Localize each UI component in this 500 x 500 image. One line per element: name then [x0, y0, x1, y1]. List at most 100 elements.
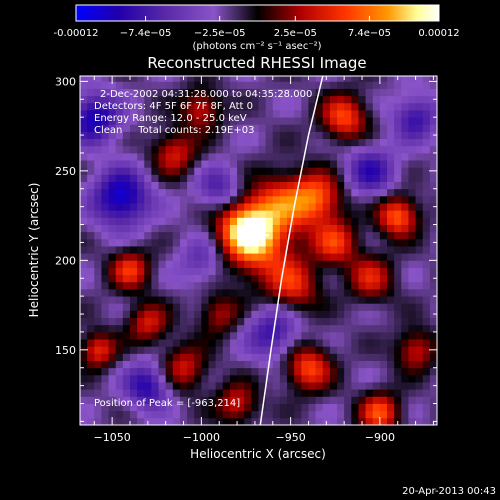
heatmap-cell	[315, 224, 324, 233]
heatmap-cell	[408, 231, 416, 240]
heatmap-cell	[87, 281, 95, 290]
heatmap-cell	[265, 303, 274, 311]
heatmap-cell	[329, 238, 338, 247]
heatmap-cell	[279, 374, 288, 383]
heatmap-cell	[229, 224, 238, 233]
heatmap-cell	[258, 374, 267, 383]
heatmap-cell	[394, 88, 402, 97]
heatmap-cell	[187, 145, 195, 154]
heatmap-cell	[408, 353, 416, 361]
heatmap-cell	[387, 382, 395, 390]
heatmap-cell	[137, 167, 145, 175]
heatmap-cell	[201, 281, 209, 290]
heatmap-cell	[115, 217, 124, 225]
heatmap-cell	[351, 203, 359, 211]
heatmap-cell	[394, 117, 402, 125]
x-tick-label: −1050	[94, 431, 131, 444]
heatmap-cell	[429, 331, 437, 340]
heatmap-cell	[344, 403, 352, 412]
heatmap-cell	[137, 281, 145, 290]
heatmap-cell	[101, 152, 109, 161]
heatmap-cell	[101, 324, 109, 333]
heatmap-cell	[379, 260, 388, 268]
heatmap-cell	[322, 281, 331, 290]
heatmap-cell	[351, 110, 359, 118]
heatmap-cell	[429, 102, 437, 111]
heatmap-cell	[115, 203, 124, 211]
heatmap-cell	[222, 81, 231, 89]
heatmap-cell	[415, 367, 424, 376]
heatmap-cell	[208, 339, 217, 347]
heatmap-cell	[279, 267, 288, 276]
heatmap-cell	[94, 81, 102, 89]
heatmap-cell	[401, 217, 409, 225]
heatmap-cell	[158, 417, 167, 425]
clean-counts-label: Clean Total counts: 2.19E+03	[94, 125, 254, 136]
heatmap-cell	[422, 374, 431, 383]
heatmap-cell	[80, 360, 88, 369]
heatmap-cell	[337, 138, 345, 147]
heatmap-cell	[351, 167, 359, 175]
heatmap-cell	[337, 152, 345, 161]
heatmap-cell	[258, 160, 267, 168]
heatmap-cell	[387, 81, 395, 89]
heatmap-cell	[265, 167, 274, 175]
heatmap-cell	[144, 353, 152, 361]
heatmap-cell	[415, 281, 424, 290]
heatmap-cell	[129, 303, 138, 311]
heatmap-cell	[108, 181, 117, 190]
heatmap-cell	[279, 152, 288, 161]
heatmap-cell	[287, 410, 295, 419]
heatmap-cell	[265, 131, 274, 140]
heatmap-cell	[372, 238, 381, 247]
heatmap-cell	[344, 317, 352, 326]
heatmap-cell	[115, 210, 124, 218]
heatmap-cell	[329, 339, 338, 347]
heatmap-cell	[87, 88, 95, 97]
heatmap-cell	[115, 274, 124, 283]
heatmap-cell	[344, 360, 352, 369]
heatmap-cell	[365, 152, 374, 161]
heatmap-cell	[415, 181, 424, 190]
heatmap-cell	[165, 353, 174, 361]
heatmap-cell	[187, 360, 195, 369]
heatmap-cell	[279, 310, 288, 319]
heatmap-cell	[229, 210, 238, 218]
heatmap-cell	[401, 253, 409, 261]
heatmap-cell	[422, 203, 431, 211]
heatmap-cell	[258, 253, 267, 261]
heatmap-cell	[80, 76, 88, 82]
heatmap-cell	[179, 346, 188, 354]
heatmap-cell	[108, 117, 117, 125]
heatmap-cell	[158, 246, 167, 254]
heatmap-cell	[122, 382, 131, 390]
heatmap-cell	[101, 203, 109, 211]
heatmap-cell	[387, 95, 395, 104]
heatmap-cell	[401, 374, 409, 383]
heatmap-cell	[351, 188, 359, 197]
heatmap-cell	[129, 417, 138, 425]
heatmap-cell	[415, 195, 424, 204]
heatmap-cell	[429, 224, 437, 233]
heatmap-cell	[422, 389, 431, 397]
heatmap-cell	[251, 160, 259, 168]
heatmap-cell	[322, 267, 331, 276]
heatmap-cell	[258, 188, 267, 197]
heatmap-cell	[251, 152, 259, 161]
heatmap-cell	[122, 231, 131, 240]
heatmap-cell	[108, 310, 117, 319]
heatmap-cell	[165, 138, 174, 147]
heatmap-cell	[137, 117, 145, 125]
heatmap-cell	[372, 382, 381, 390]
heatmap-cell	[194, 203, 202, 211]
heatmap-cell	[229, 281, 238, 290]
heatmap-cell	[115, 360, 124, 369]
heatmap-cell	[222, 274, 231, 283]
heatmap-cell	[115, 110, 124, 118]
heatmap-cell	[87, 174, 95, 182]
heatmap-cell	[187, 396, 195, 404]
heatmap-cell	[372, 281, 381, 290]
colorbar-units: (photons cm⁻² s⁻¹ asec⁻²)	[192, 41, 321, 52]
heatmap-cell	[94, 274, 102, 283]
heatmap-cell	[201, 353, 209, 361]
